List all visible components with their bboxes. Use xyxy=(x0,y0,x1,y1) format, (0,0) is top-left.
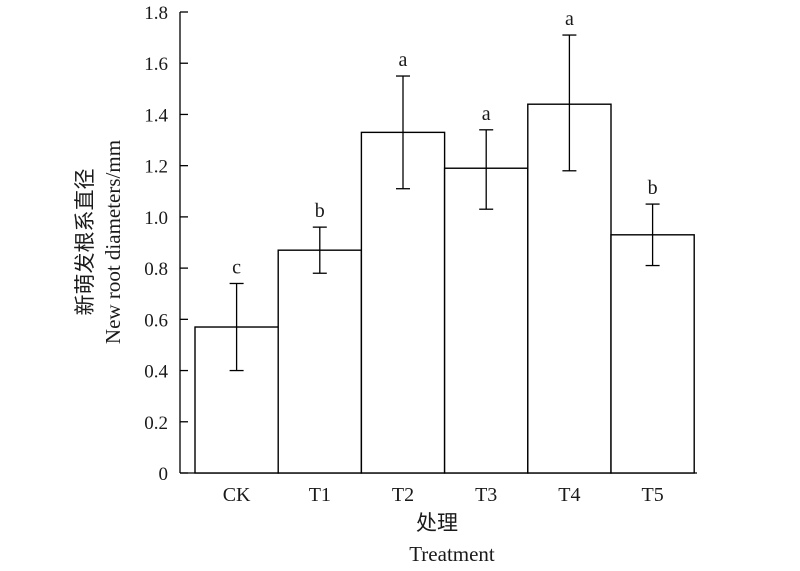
bar-t3 xyxy=(443,167,529,474)
y-tick-label: 0.6 xyxy=(144,310,168,331)
x-tick-label: T1 xyxy=(309,484,331,506)
bar-t5 xyxy=(610,234,695,474)
x-tick-labels: CK T1 T2 T3 T4 T5 xyxy=(223,484,664,506)
significance-letter: b xyxy=(648,177,658,199)
y-tick-label: 1.0 xyxy=(144,208,168,229)
x-axis-title-en: Treatment xyxy=(409,542,495,566)
x-tick-label: T3 xyxy=(475,484,497,506)
y-axis-title-cn: 新萌发根系直径 xyxy=(73,169,97,316)
y-tick-label: 0 xyxy=(159,464,169,485)
y-axis-title-en: New root diameters/mm xyxy=(101,140,125,344)
bars: c b a a a b xyxy=(194,8,695,474)
significance-letter: a xyxy=(565,8,574,30)
x-tick-label: T5 xyxy=(641,484,663,506)
significance-letter: c xyxy=(232,256,241,278)
y-tick-label: 1.6 xyxy=(144,54,168,75)
significance-letter: b xyxy=(315,200,325,222)
y-ticks: 0 0.2 0.4 0.6 0.8 1.0 1.2 1.4 1.6 1.8 xyxy=(144,3,188,485)
significance-letter: a xyxy=(399,49,408,71)
x-tick-label: T2 xyxy=(392,484,414,506)
y-tick-label: 1.4 xyxy=(144,105,168,126)
bar-t1 xyxy=(277,249,363,474)
y-tick-label: 1.2 xyxy=(144,157,168,178)
y-tick-label: 0.4 xyxy=(144,362,168,383)
x-tick-label: CK xyxy=(223,484,251,506)
x-axis-title-cn: 处理 xyxy=(416,511,458,535)
y-tick-label: 0.2 xyxy=(144,413,168,434)
y-tick-label: 1.8 xyxy=(144,3,168,24)
significance-letter: a xyxy=(482,103,491,125)
y-tick-label: 0.8 xyxy=(144,259,168,280)
x-tick-label: T4 xyxy=(558,484,580,506)
